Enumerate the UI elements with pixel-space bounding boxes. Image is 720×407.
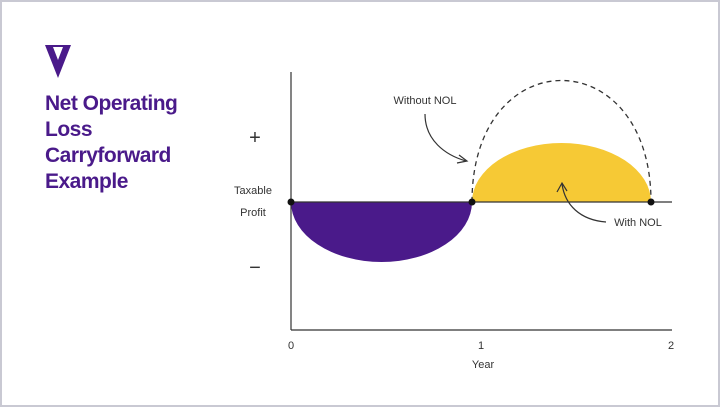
point bbox=[468, 198, 476, 206]
title-line: Net Operating bbox=[45, 92, 177, 115]
arrow bbox=[424, 113, 467, 162]
arrow-head bbox=[556, 181, 568, 193]
x-tick-label: 1 bbox=[478, 340, 484, 352]
x-tick-label: 0 bbox=[288, 340, 294, 352]
x-label: Year bbox=[472, 359, 495, 371]
point bbox=[647, 198, 655, 206]
title-line: Carryforward bbox=[45, 144, 171, 167]
plus-sign: + bbox=[249, 127, 261, 149]
annotation: Without NOL bbox=[394, 95, 457, 107]
title-line: Loss bbox=[45, 118, 92, 141]
title-line: Example bbox=[45, 170, 128, 193]
logo-chevron bbox=[45, 45, 71, 78]
minus-sign: − bbox=[249, 257, 261, 279]
point bbox=[287, 198, 295, 206]
x-tick-label: 2 bbox=[668, 340, 674, 352]
arrow-head bbox=[456, 154, 469, 164]
profit-with-nol bbox=[472, 143, 651, 202]
y-label: Profit bbox=[240, 207, 266, 219]
y-label: Taxable bbox=[234, 185, 272, 197]
loss-area bbox=[291, 202, 472, 262]
annotation: With NOL bbox=[614, 217, 662, 229]
arrow bbox=[561, 183, 607, 223]
profit-without-nol bbox=[471, 80, 652, 203]
